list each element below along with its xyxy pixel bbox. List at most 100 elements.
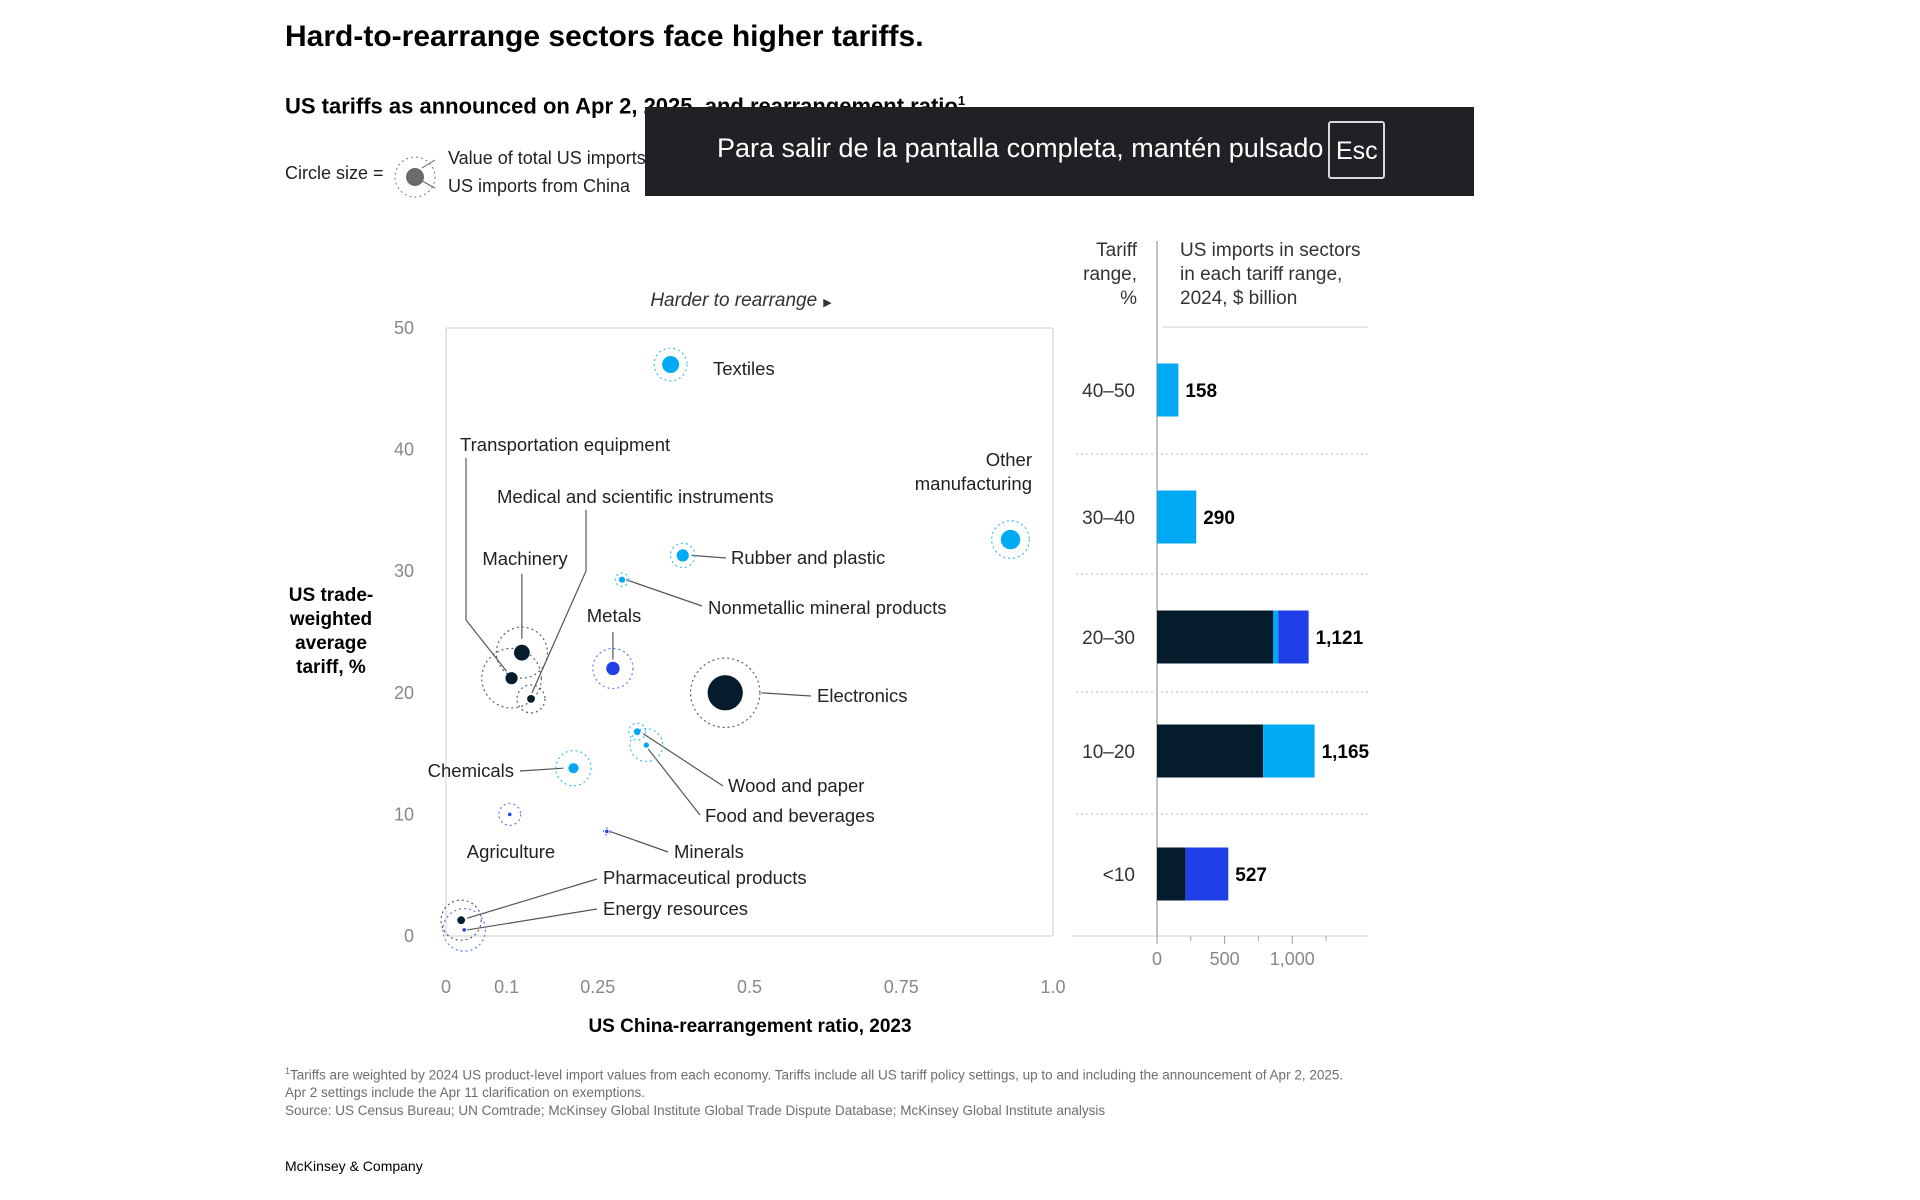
x-tick-label: 1.0: [1040, 977, 1065, 997]
point-label-medical-and-scientific-instruments: Medical and scientific instruments: [497, 486, 774, 507]
fullscreen-exit-notice: Para salir de la pantalla completa, mant…: [645, 107, 1474, 196]
legend-inner-label: US imports from China: [448, 176, 631, 196]
outer-circle-pharmaceutical-products: [440, 899, 482, 941]
leader-line: [467, 908, 598, 931]
y-tick-label: 20: [394, 683, 414, 703]
leader-line: [691, 554, 727, 559]
bar-value-label: 527: [1235, 865, 1267, 886]
leader-line: [531, 570, 587, 694]
point-label-food-and-beverages: Food and beverages: [705, 805, 875, 826]
bar-category-label: 20–30: [1082, 628, 1135, 649]
point-wood-and-paper: [633, 728, 641, 736]
bar-segment-10-20-cyan: [1263, 724, 1315, 778]
bar-segment-30-40-cyan: [1157, 490, 1197, 544]
point-label-rubber-and-plastic: Rubber and plastic: [731, 547, 885, 568]
leader-line: [609, 830, 669, 853]
outer-circle-chemicals: [555, 749, 592, 787]
point-label-line: manufacturing: [915, 473, 1032, 494]
bar-segment-10-blue: [1185, 847, 1229, 901]
bar-segment-20-30-blue: [1278, 610, 1309, 664]
scatter-xlabel: US China-rearrangement ratio, 2023: [588, 1016, 911, 1037]
x-tick-label: 0.75: [884, 977, 919, 997]
outer-circle-machinery: [495, 626, 549, 679]
outer-circle-energy-resources: [442, 908, 487, 952]
bar-category-label: 40–50: [1082, 381, 1135, 402]
footnote-note: 1Tariffs are weighted by 2024 US product…: [285, 1063, 1345, 1102]
scatter-ylabel: US trade-weighted average tariff, %: [289, 585, 373, 678]
point-other-manufacturing: [1000, 529, 1021, 550]
point-agriculture: [507, 812, 512, 817]
outer-circle-electronics: [689, 657, 761, 729]
point-label-minerals: Minerals: [674, 841, 744, 862]
leader-line: [519, 767, 564, 772]
esc-key-button[interactable]: Esc: [1328, 121, 1385, 179]
bar-segment-10-navy: [1157, 847, 1186, 901]
point-label-pharmaceutical-products: Pharmaceutical products: [603, 867, 807, 888]
bar-value-label: 1,165: [1322, 742, 1370, 763]
leader-line: [467, 878, 598, 919]
point-label-metals: Metals: [587, 605, 642, 626]
bar-x-tick-label: 0: [1152, 949, 1162, 969]
bar-value-label: 1,121: [1316, 628, 1364, 649]
outer-circle-wood-and-paper: [628, 722, 647, 741]
leader-line: [647, 748, 701, 816]
point-transportation-equipment: [505, 672, 518, 685]
legend-outer-label: Value of total US imports: [448, 148, 646, 168]
point-label-transportation-equipment: Transportation equipment: [460, 434, 670, 455]
y-tick-label: 30: [394, 561, 414, 581]
bar-segment-10-20-navy: [1157, 724, 1264, 778]
scatter-plot: 0 10 20 30 40 50 0 0.1 0.25 0.5 0.75 1.0 Textiles Oth…: [394, 318, 1066, 997]
bar-chart: 40–50 158 30–40 290 20–30 1,121 10–20 1,165 <10 5…: [1073, 241, 1370, 969]
x-tick-label: 0.1: [494, 977, 519, 997]
direction-label: Harder to rearrange ▶: [650, 290, 832, 311]
point-label-machinery: Machinery: [482, 548, 568, 569]
point-label-textiles: Textiles: [713, 358, 775, 379]
subtitle-footnote-ref: 1: [957, 93, 966, 108]
bar-segment-20-30-cyan: [1273, 610, 1279, 664]
bar-x-tick-label: 1,000: [1270, 949, 1315, 969]
footnote-marker: 1: [285, 1066, 291, 1076]
bar-value-header: US imports in sectors in each tariff rang…: [1180, 240, 1361, 309]
outer-circle-metals: [592, 647, 634, 690]
bar-x-tick-label: 500: [1210, 949, 1240, 969]
bar-category-label: 30–40: [1082, 508, 1135, 529]
legend-prefix: Circle size =: [285, 163, 384, 183]
point-label-wood-and-paper: Wood and paper: [728, 775, 864, 796]
legend-circle-icon: [394, 156, 436, 198]
point-minerals: [605, 829, 609, 834]
bar-segment-20-30-navy: [1157, 610, 1274, 664]
point-label-line: Other: [986, 449, 1032, 470]
point-textiles: [662, 355, 680, 373]
point-food-and-beverages: [643, 742, 649, 748]
point-label-other-manufacturing: Other manufacturing: [915, 449, 1032, 494]
point-label-chemicals: Chemicals: [428, 760, 514, 781]
outer-circle-minerals: [602, 827, 611, 836]
fullscreen-message: Para salir de la pantalla completa, mant…: [717, 133, 1324, 163]
circle-size-legend: Circle size = Value of total US imports …: [285, 145, 685, 205]
point-metals: [606, 661, 620, 676]
leader-line: [465, 619, 508, 672]
y-tick-label: 40: [394, 440, 414, 460]
bar-value-label: 158: [1185, 381, 1217, 402]
outer-circle-textiles: [653, 347, 688, 382]
point-nonmetallic-mineral-products: [618, 576, 626, 583]
bar-category-label: 10–20: [1082, 742, 1135, 763]
point-machinery: [513, 644, 530, 661]
point-label-electronics: Electronics: [817, 685, 907, 706]
point-label-agriculture: Agriculture: [467, 841, 555, 862]
bar-category-header: Tariff range,%: [1083, 240, 1138, 309]
leader-line: [625, 579, 703, 607]
outer-circle-rubber-and-plastic: [669, 542, 696, 569]
point-medical-and-scientific-instruments: [527, 694, 535, 703]
brand-logo-text: McKinsey & Company: [285, 1158, 423, 1174]
point-pharmaceutical-products: [457, 916, 466, 925]
y-tick-label: 50: [394, 318, 414, 338]
footnote-source: Source: US Census Bureau; UN Comtrade; M…: [285, 1102, 1106, 1118]
legend-outer-circle: [394, 156, 436, 198]
point-label-nonmetallic-mineral-products: Nonmetallic mineral products: [708, 597, 947, 618]
x-tick-label: 0: [441, 977, 451, 997]
leader-line: [761, 692, 812, 697]
point-energy-resources: [462, 928, 467, 932]
outer-circle-food-and-beverages: [629, 728, 664, 763]
